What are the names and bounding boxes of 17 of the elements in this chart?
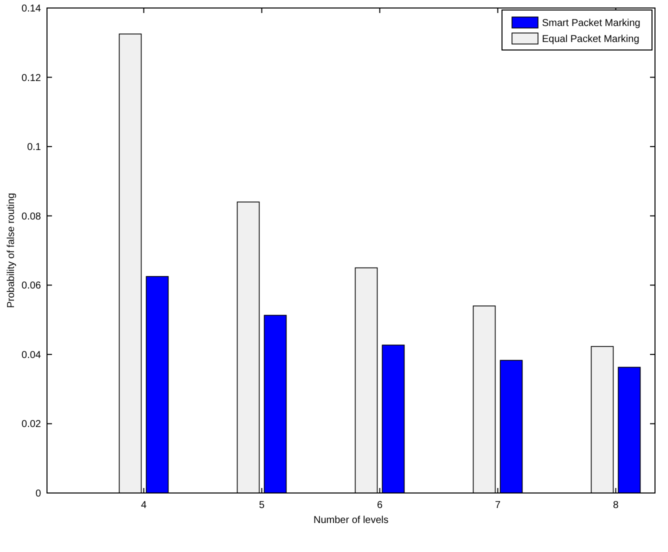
x-axis-title: Number of levels bbox=[313, 515, 389, 526]
x-tick-label: 8 bbox=[612, 500, 619, 511]
y-tick-label: 0.14 bbox=[22, 4, 42, 14]
y-tick-label: 0.04 bbox=[22, 350, 42, 361]
y-tick-label: 0.02 bbox=[22, 419, 42, 430]
y-tick-label: 0 bbox=[35, 488, 42, 500]
y-tick-label: 0.08 bbox=[22, 211, 42, 222]
y-tick-label: 0.1 bbox=[27, 142, 42, 154]
y-tick-label: 0.06 bbox=[22, 280, 42, 292]
x-tick-label: 5 bbox=[258, 500, 265, 511]
legend-label: Equal Packet Marking bbox=[542, 34, 640, 45]
legend-label: Smart Packet Marking bbox=[542, 18, 640, 29]
x-tick-label: 4 bbox=[140, 500, 147, 511]
x-tick-label: 6 bbox=[376, 500, 383, 511]
x-tick-label: 7 bbox=[494, 500, 501, 511]
y-tick-label: 0.12 bbox=[22, 72, 42, 84]
y-axis-title: Probability of false routing bbox=[6, 192, 17, 308]
